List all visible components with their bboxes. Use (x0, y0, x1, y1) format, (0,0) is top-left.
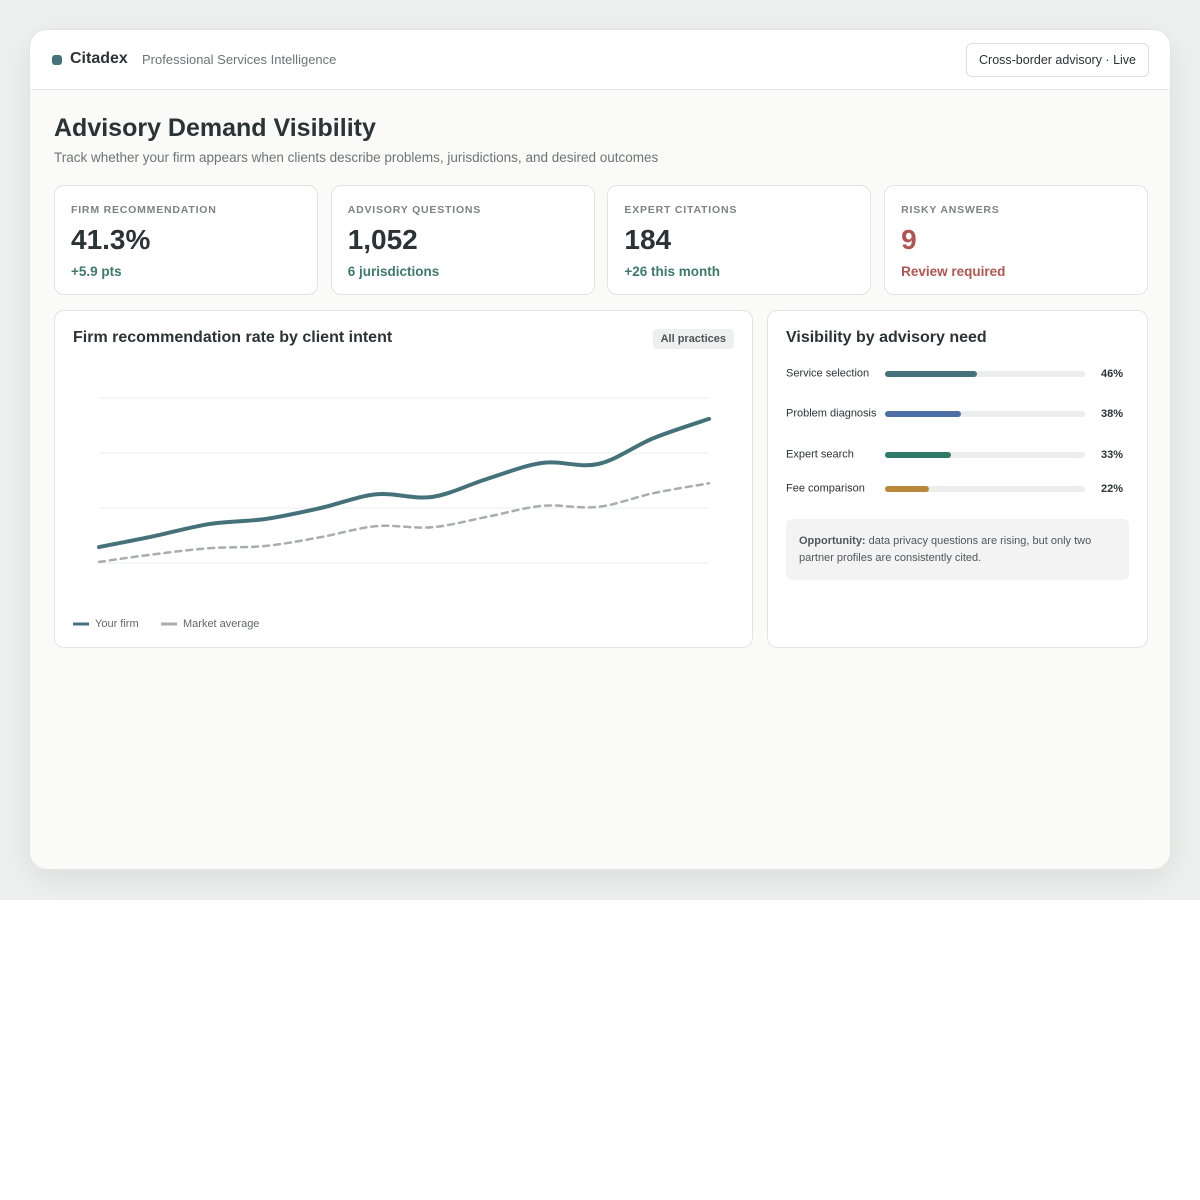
top-bar: Citadex Professional Services Intelligen… (30, 30, 1170, 90)
kpi-label: ADVISORY QUESTIONS (347, 204, 482, 216)
app-window: Citadex Professional Services Intelligen… (29, 29, 1171, 870)
kpi-label: EXPERT CITATIONS (624, 204, 738, 216)
bar-label: Fee comparison (786, 482, 865, 495)
line-chart: Your firm Market average (73, 397, 711, 630)
kpi-card: ADVISORY QUESTIONS 1,052 6 jurisdictions (330, 185, 595, 295)
filter-badge[interactable]: All practices (652, 329, 734, 349)
bar (885, 486, 929, 492)
page-subtitle: Track whether your firm appears when cli… (54, 150, 659, 165)
bar-row: Problem diagnosis 38% (786, 399, 1131, 429)
bar-track (885, 411, 1085, 417)
bar-row: Service selection 46% (786, 359, 1131, 389)
kpi-delta: 6 jurisdictions (347, 264, 440, 279)
bar (885, 411, 961, 417)
bar-value-label: 22% (1100, 483, 1123, 495)
kpi-label: FIRM RECOMMENDATION (71, 204, 217, 216)
kpi-delta: +26 this month (624, 264, 721, 279)
bar-value-label: 33% (1100, 449, 1123, 461)
logo-mark (52, 55, 62, 65)
line-chart-card: Firm recommendation rate by client inten… (54, 310, 753, 648)
chart-title: Firm recommendation rate by client inten… (73, 329, 393, 346)
kpi-value: 184 (624, 224, 672, 255)
bar-track (885, 371, 1085, 377)
kpi-value: 1,052 (347, 224, 418, 255)
bar-value-label: 38% (1100, 408, 1123, 420)
series-line (97, 482, 711, 564)
kpi-delta: Review required (901, 264, 1006, 279)
chart-title: Visibility by advisory need (786, 329, 987, 346)
insight-note: Opportunity: data privacy questions are … (786, 519, 1129, 580)
kpi-card: RISKY ANSWERS 9 Review required (884, 185, 1149, 295)
bar (885, 452, 951, 458)
brand: Citadex (70, 50, 128, 67)
bar (885, 371, 977, 377)
bar-row: Expert search 33% (786, 440, 1131, 470)
bar-label: Expert search (786, 448, 854, 461)
note-text: data privacy questions are rising, but o… (799, 535, 1092, 564)
kpi-value: 9 (901, 224, 917, 255)
note-label: Opportunity: (799, 535, 866, 547)
bar-track (885, 452, 1085, 458)
kpi-label: RISKY ANSWERS (901, 204, 1000, 216)
bar-label: Service selection (786, 367, 870, 380)
bar-row: Fee comparison 22% (786, 474, 1131, 504)
bar-value-label: 46% (1100, 368, 1123, 380)
bar-track (885, 486, 1085, 492)
bar-label: Problem diagnosis (786, 407, 877, 420)
legend-label: Market average (183, 618, 259, 630)
kpi-card: FIRM RECOMMENDATION 41.3% +5.9 pts (54, 185, 318, 295)
kpi-value: 41.3% (71, 224, 151, 255)
bar-chart-card: Visibility by advisory need Opportunity:… (767, 310, 1148, 648)
legend-label: Your firm (95, 618, 139, 630)
kpi-card: EXPERT CITATIONS 184 +26 this month (607, 185, 872, 295)
series-line (97, 416, 711, 550)
kpi-delta: +5.9 pts (71, 264, 122, 279)
context-selector[interactable]: Cross-border advisory · Live (966, 43, 1149, 77)
tagline: Professional Services Intelligence (142, 52, 337, 67)
page-title: Advisory Demand Visibility (54, 114, 376, 142)
